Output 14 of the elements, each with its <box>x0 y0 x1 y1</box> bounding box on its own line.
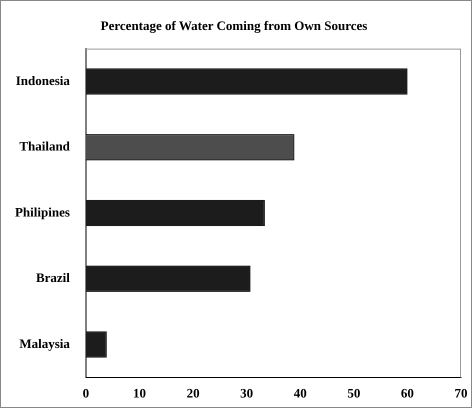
x-tick-label: 40 <box>294 386 307 401</box>
x-tick-label: 50 <box>347 386 360 401</box>
x-tick-label: 70 <box>454 386 468 401</box>
x-tick-label: 10 <box>132 386 146 401</box>
y-tick-label: Indonesia <box>16 72 70 88</box>
x-tick-label: 0 <box>82 386 90 401</box>
y-tick-label: Brazil <box>36 270 70 286</box>
y-tick-label: Philipines <box>14 204 70 220</box>
chart-title: Percentage of Water Coming from Own Sources <box>100 18 368 34</box>
x-tick-label: 20 <box>186 386 200 401</box>
y-tick-label: Thailand <box>19 138 71 154</box>
x-tick-label: 60 <box>400 386 414 401</box>
x-tick-label: 30 <box>240 386 254 401</box>
y-tick-label: Malaysia <box>19 336 70 351</box>
